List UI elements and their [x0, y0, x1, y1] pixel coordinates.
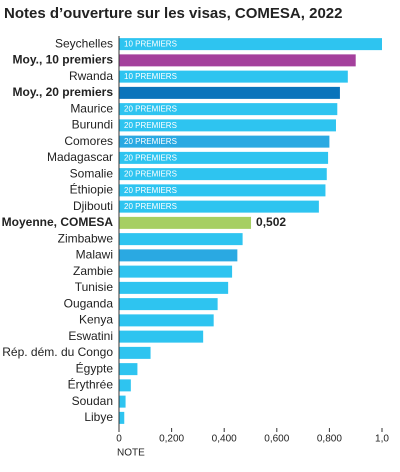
x-tick-label: 0,800 — [317, 434, 342, 445]
y-tick-label: Libye — [84, 410, 113, 424]
bar — [119, 249, 238, 262]
y-tick-label: Moy., 20 premiers — [13, 85, 114, 99]
chart-title: Notes d’ouverture sur les visas, COMESA,… — [4, 5, 342, 22]
bar-label: 20 PREMIERS — [124, 121, 177, 130]
bar-label: 10 PREMIERS — [124, 40, 177, 49]
bar — [119, 184, 326, 197]
bar-label: 20 PREMIERS — [124, 170, 177, 179]
y-tick-label: Rép. dém. du Congo — [2, 345, 113, 359]
x-tick-label: 0,200 — [159, 434, 184, 445]
bar — [119, 346, 151, 359]
y-tick-label: Djibouti — [73, 199, 113, 213]
y-tick-label: Burundi — [72, 118, 113, 132]
bar — [119, 233, 243, 246]
bar-label: 20 PREMIERS — [124, 202, 177, 211]
x-axis-label: NOTE — [117, 448, 145, 459]
y-tick-label: Eswatini — [68, 329, 113, 343]
bar — [119, 135, 330, 148]
bar — [119, 411, 125, 424]
y-tick-label: Seychelles — [55, 36, 113, 50]
bar — [119, 281, 229, 294]
bar — [119, 151, 329, 164]
bar — [119, 265, 233, 278]
x-tick-label: 0,600 — [264, 434, 289, 445]
y-tick-label: Tunisie — [75, 280, 114, 294]
bar-label: 20 PREMIERS — [124, 105, 177, 114]
bar — [119, 314, 214, 327]
bar-label: 20 PREMIERS — [124, 153, 177, 162]
x-tick-label: 0 — [116, 434, 122, 445]
value-label: 0,502 — [256, 215, 286, 229]
y-tick-label: Moyenne, COMESA — [2, 215, 114, 229]
y-tick-label: Maurice — [70, 101, 113, 115]
y-tick-label: Kenya — [79, 313, 113, 327]
y-tick-label: Érythrée — [68, 377, 114, 392]
x-tick-label: 1,0 — [375, 434, 389, 445]
y-tick-label: Madagascar — [47, 150, 113, 164]
bar — [119, 70, 348, 83]
bar — [119, 119, 336, 132]
bar — [119, 38, 382, 51]
bar-label: 10 PREMIERS — [124, 72, 177, 81]
bar — [119, 103, 338, 116]
y-tick-label: Zimbabwe — [58, 231, 114, 245]
y-tick-label: Somalie — [70, 166, 114, 180]
x-tick-label: 0,400 — [212, 434, 237, 445]
y-tick-label: Moy., 10 premiers — [13, 53, 114, 67]
bar-label: 20 PREMIERS — [124, 186, 177, 195]
bar — [119, 330, 204, 343]
bar — [119, 379, 131, 392]
y-tick-label: Éthiopie — [70, 182, 114, 197]
y-tick-label: Zambie — [73, 264, 113, 278]
bar — [119, 216, 252, 229]
bar — [119, 200, 319, 213]
y-tick-label: Égypte — [76, 360, 114, 375]
y-tick-label: Ouganda — [64, 296, 114, 310]
y-tick-label: Rwanda — [69, 69, 113, 83]
bar — [119, 54, 356, 67]
bar — [119, 395, 126, 408]
bar — [119, 168, 327, 181]
bar-label: 20 PREMIERS — [124, 137, 177, 146]
bar — [119, 363, 138, 376]
y-tick-label: Soudan — [72, 394, 113, 408]
bar — [119, 298, 218, 311]
y-tick-label: Malawi — [76, 248, 113, 262]
y-tick-label: Comores — [64, 134, 113, 148]
bar — [119, 86, 340, 99]
